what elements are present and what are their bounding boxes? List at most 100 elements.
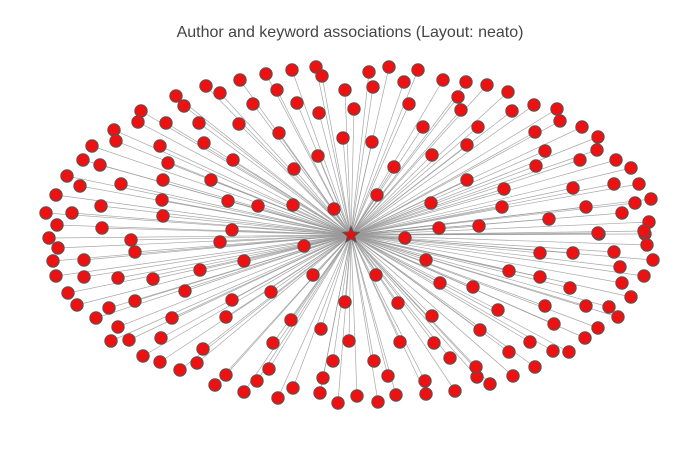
graph-node [590, 143, 604, 157]
graph-node [124, 233, 138, 247]
graph-node [615, 276, 629, 290]
graph-edge [350, 234, 510, 272]
graph-edge [321, 75, 352, 236]
graph-node [232, 117, 246, 131]
graph-node [259, 67, 273, 81]
graph-node [70, 298, 84, 312]
graph-node [381, 369, 395, 383]
graph-node [628, 196, 642, 210]
graph-node [93, 158, 107, 172]
graph-node [433, 276, 447, 290]
graph-edge [231, 234, 352, 301]
graph-node [471, 120, 485, 134]
graph-node [73, 179, 87, 193]
graph-edge [350, 71, 370, 236]
graph-node [190, 356, 204, 370]
graph-node [89, 311, 103, 325]
graph-node [237, 254, 251, 268]
graph-node [156, 173, 170, 187]
graph-node [122, 333, 136, 347]
graph-node [208, 378, 222, 392]
graph-edge [350, 234, 435, 344]
graph-edge [344, 89, 352, 236]
graph-node [104, 334, 118, 348]
graph-node [77, 270, 91, 284]
graph-edge [317, 155, 352, 236]
graph-node [39, 206, 53, 220]
graph-edge [140, 110, 352, 236]
graph-edge [117, 234, 352, 328]
graph-node [65, 206, 79, 220]
nodes-group [39, 60, 660, 410]
graph-node [480, 78, 494, 92]
graph-node [365, 135, 379, 149]
graph-edge [162, 215, 352, 236]
graph-edge [350, 221, 650, 236]
graph-node [538, 144, 552, 158]
graph-edge [350, 234, 358, 397]
graph-node [219, 310, 233, 324]
graph-node [454, 103, 468, 117]
graph-node [77, 253, 91, 267]
graph-node [114, 177, 128, 191]
graph-node [542, 212, 556, 226]
graph-node [199, 79, 213, 93]
graph-edge [268, 234, 352, 370]
graph-edge [318, 112, 352, 236]
graph-node [134, 104, 148, 118]
graph-node [156, 209, 170, 223]
graph-node [128, 245, 142, 259]
graph-edge [350, 206, 587, 236]
graph-node [502, 345, 516, 359]
graph-edge [350, 234, 499, 311]
graph-edge [350, 234, 427, 261]
graph-edge [142, 234, 352, 357]
graph-node [495, 200, 509, 214]
graph-edge [350, 126, 479, 236]
graph-edge [219, 234, 352, 243]
graph-node [366, 80, 380, 94]
graph-node [287, 162, 301, 176]
graph-edge [350, 131, 536, 236]
graph-node [397, 75, 411, 89]
graph-edge [57, 234, 352, 249]
graph-edge [350, 159, 581, 236]
graph-edge [350, 234, 389, 377]
graph-edge [196, 234, 352, 364]
graph-edge [117, 234, 352, 279]
graph-node [286, 198, 300, 212]
graph-edge [350, 81, 405, 236]
graph-edge [350, 187, 574, 236]
graph-node [418, 374, 432, 388]
graph-edge [137, 121, 352, 236]
graph-node [546, 344, 560, 358]
graph-edge [175, 95, 352, 236]
graph-node [49, 188, 63, 202]
graph-node [382, 60, 396, 74]
graph-edge [350, 234, 456, 392]
graph-node [95, 221, 109, 235]
graph-edge [278, 132, 352, 236]
graph-node [637, 269, 651, 283]
graph-edge [350, 167, 632, 236]
graph-edge [205, 85, 352, 236]
graph-node [505, 104, 519, 118]
graph-edge [238, 123, 352, 236]
graph-edge [91, 145, 352, 236]
graph-edge [256, 234, 352, 382]
graph-edge [350, 104, 535, 236]
graph-edge [350, 165, 537, 236]
graph-edge [277, 234, 352, 399]
graph-title: Author and keyword associations (Layout:… [176, 24, 524, 41]
graph-node [615, 206, 629, 220]
graph-edge [350, 234, 610, 308]
graph-edge [350, 108, 355, 236]
graph-node [528, 125, 542, 139]
graph-node [155, 193, 169, 207]
graph-node [342, 334, 356, 348]
graph-node [197, 136, 211, 150]
graph-node [393, 335, 407, 349]
graph-edge [48, 234, 352, 239]
graph-node [538, 299, 552, 313]
